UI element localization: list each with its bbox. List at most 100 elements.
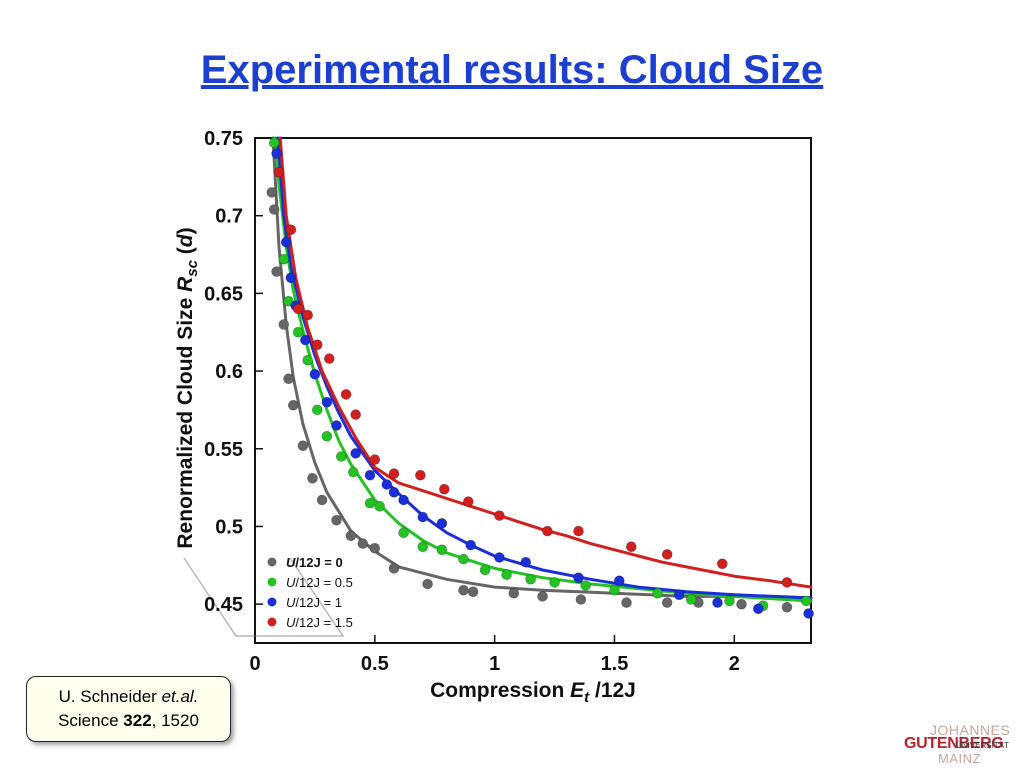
y-axis-label: Renormalized Cloud Size Rsc (d) [174,227,201,548]
x-tick-label-2: 1 [489,653,500,675]
data-point-series-1-14 [458,553,469,565]
citation-box: U. Schneider et.al. Science 322, 1520 [26,676,231,742]
data-point-series-1-16 [501,569,512,580]
data-point-series-2-18 [573,572,584,584]
data-point-series-2-0 [271,148,282,159]
data-point-series-1-21 [652,587,663,599]
data-point-series-0-9 [331,514,342,526]
data-point-series-3-14 [542,525,553,537]
data-point-series-3-15 [573,525,584,537]
data-point-series-2-9 [364,469,376,481]
data-point-series-0-16 [467,586,479,598]
data-point-series-1-2 [283,295,294,307]
data-point-series-1-20 [609,584,620,596]
x-tick-label-1: 0.5 [361,653,389,675]
data-point-series-0-19 [575,594,587,605]
legend-label-0: U/12J = 0 [286,555,343,570]
legend: U/12J = 0 U/12J = 0.5 U/12J = 1 U/12J = 1.5 [267,555,353,630]
data-point-series-3-10 [415,469,426,481]
data-point-series-0-4 [283,373,294,385]
university-logo: JOHANNES GUTENBERG UNIVERSITÄT MAINZ [900,720,1018,766]
logo-line-4: MAINZ [938,751,981,766]
data-point-series-3-5 [323,353,335,364]
data-point-series-2-21 [712,597,723,608]
logo-line-2: GUTENBERG [904,735,1004,752]
data-point-series-3-8 [369,454,381,465]
data-point-series-1-0 [268,137,280,148]
logo-line-3: UNIVERSITÄT [956,741,1009,750]
data-point-series-0-3 [278,319,290,330]
legend-label-1: U/12J = 0.5 [286,575,353,590]
data-point-series-1-13 [436,544,448,556]
citation-etal: et.al. [161,687,199,706]
citation-line-1: U. Schneider et.al. [27,685,230,709]
data-point-series-3-17 [661,549,673,560]
data-point-series-1-18 [549,577,560,588]
data-point-series-1-9 [364,497,376,509]
data-point-series-0-1 [268,204,280,215]
axis-ticks: 0 0.5 1 1.5 2 0.75 0.7 0.65 0.6 0.55 0.5 0.45 [204,128,740,675]
citation-pages: , 1520 [151,711,199,730]
data-point-series-2-14 [436,518,448,529]
y-tick-label-1: 0.7 [215,206,243,228]
data-point-series-3-19 [781,577,793,588]
data-point-series-0-12 [369,542,381,554]
data-point-series-3-6 [340,389,352,400]
data-point-series-0-10 [345,530,357,542]
data-points [266,137,814,619]
data-point-series-3-12 [462,496,474,507]
data-point-series-3-16 [625,541,637,553]
y-tick-label-0: 0.75 [204,128,243,150]
data-point-series-1-15 [479,564,491,576]
data-point-series-3-13 [494,510,505,521]
data-point-series-2-11 [388,486,400,498]
legend-leader-lines [183,557,345,637]
data-point-series-3-2 [292,303,304,315]
data-point-series-2-19 [613,575,625,587]
data-point-series-1-17 [525,573,536,585]
data-point-series-3-9 [388,468,400,479]
data-point-series-3-11 [438,483,450,495]
citation-line-2: Science 322, 1520 [27,709,230,733]
data-point-series-0-6 [297,440,309,452]
data-point-series-0-11 [357,538,369,549]
data-point-series-0-2 [271,266,282,277]
data-point-series-1-8 [347,466,359,478]
data-point-series-1-22 [685,594,697,605]
data-point-series-3-4 [311,339,323,351]
legend-marker-0 [267,557,277,567]
data-point-series-1-3 [292,326,304,338]
axis-labels: Compression Et /12J Renormalized Cloud Si… [174,227,636,706]
data-point-series-1-19 [580,580,592,591]
y-tick-label-3: 0.6 [215,361,243,383]
data-point-series-2-2 [285,272,297,284]
data-point-series-2-4 [299,334,311,346]
x-tick-label-0: 0 [249,653,260,675]
data-point-series-1-11 [398,527,409,539]
y-tick-label-6: 0.45 [204,594,243,616]
data-point-series-1-4 [302,354,314,366]
x-axis-label: Compression Et /12J [430,679,636,706]
legend-marker-2 [267,597,277,607]
data-point-series-0-23 [736,598,747,610]
data-point-series-1-25 [800,595,812,607]
data-point-series-1-6 [321,430,333,442]
data-point-series-0-8 [316,494,328,506]
logo-line-1: JOHANNES [930,722,1011,738]
data-point-series-0-17 [508,587,520,599]
fit-curve-series-2 [276,136,813,600]
data-point-series-2-12 [398,494,409,506]
x-tick-label-4: 2 [729,653,740,675]
legend-marker-3 [267,617,277,627]
fit-curve-series-1 [273,136,813,603]
data-point-series-0-21 [661,597,673,608]
legend-label-2: U/12J = 1 [286,595,342,610]
data-point-series-2-13 [417,511,429,523]
citation-volume: 322 [123,711,152,730]
data-point-series-2-5 [309,368,321,380]
data-point-series-2-15 [465,539,477,551]
data-point-series-0-0 [266,187,278,198]
data-point-series-0-20 [621,597,632,608]
data-point-series-3-0 [273,166,285,178]
data-point-series-2-6 [321,396,333,408]
